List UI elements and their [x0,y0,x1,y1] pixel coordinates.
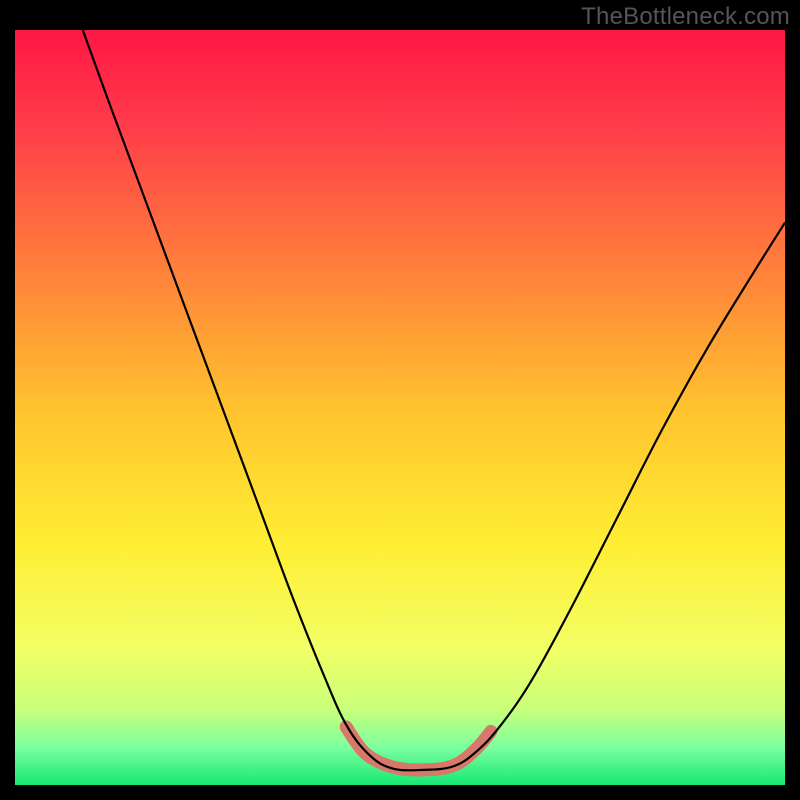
gradient-background [15,30,785,785]
watermark-text: TheBottleneck.com [581,3,790,31]
chart-frame: TheBottleneck.com [0,0,800,800]
plot-svg [0,0,800,800]
